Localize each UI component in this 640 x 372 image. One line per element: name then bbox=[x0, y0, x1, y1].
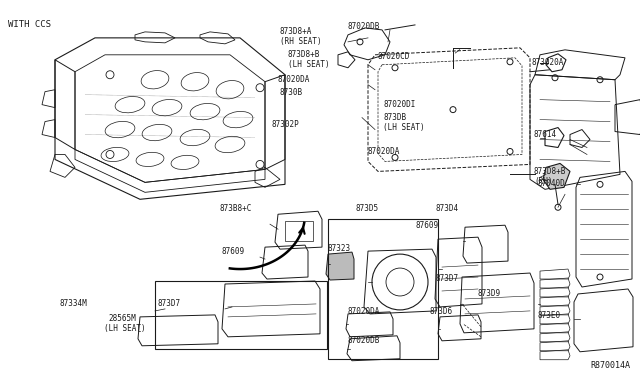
Text: 87609: 87609 bbox=[415, 221, 438, 230]
Bar bbox=[285, 221, 313, 241]
Text: (RH SEAT): (RH SEAT) bbox=[280, 37, 322, 46]
Text: 87614: 87614 bbox=[534, 129, 557, 138]
Text: 873E0: 873E0 bbox=[538, 311, 561, 320]
Bar bbox=[155, 281, 327, 349]
Text: 87020CD: 87020CD bbox=[378, 52, 410, 61]
Text: 873D8+B: 873D8+B bbox=[534, 167, 566, 176]
Text: 873D5: 873D5 bbox=[355, 204, 378, 213]
Polygon shape bbox=[326, 252, 354, 280]
Text: 873B8+C: 873B8+C bbox=[220, 204, 252, 213]
Text: (LH SEAT): (LH SEAT) bbox=[383, 122, 424, 132]
Text: 87302P: 87302P bbox=[272, 119, 300, 129]
Text: 87020DI: 87020DI bbox=[383, 100, 415, 109]
Bar bbox=[328, 219, 438, 359]
Text: 873D8+A: 873D8+A bbox=[280, 27, 312, 36]
Text: 873D4: 873D4 bbox=[435, 204, 458, 213]
Text: 873020A: 873020A bbox=[532, 58, 564, 67]
Text: 87020DA: 87020DA bbox=[278, 75, 310, 84]
Text: 873D9: 873D9 bbox=[478, 289, 501, 298]
Text: 87334M: 87334M bbox=[60, 299, 88, 308]
Text: R870014A: R870014A bbox=[590, 361, 630, 370]
Text: 87040D: 87040D bbox=[538, 179, 566, 188]
Polygon shape bbox=[543, 163, 570, 189]
Text: WITH CCS: WITH CCS bbox=[8, 20, 51, 29]
Text: 87020DB: 87020DB bbox=[347, 336, 380, 345]
Text: 87609: 87609 bbox=[222, 247, 245, 256]
Text: 873D6: 873D6 bbox=[430, 307, 453, 316]
Text: 87020DA: 87020DA bbox=[347, 307, 380, 316]
Text: 873D8+B: 873D8+B bbox=[288, 50, 321, 59]
Text: 873D7: 873D7 bbox=[158, 299, 181, 308]
Text: (LH SEAT): (LH SEAT) bbox=[104, 324, 146, 333]
Text: 87323: 87323 bbox=[328, 244, 351, 253]
Text: (LH SEAT): (LH SEAT) bbox=[288, 60, 330, 69]
Text: 87020DA: 87020DA bbox=[368, 147, 401, 157]
Text: 873D7: 873D7 bbox=[435, 274, 458, 283]
Text: 873DB: 873DB bbox=[383, 113, 406, 122]
Text: 87020DB: 87020DB bbox=[347, 22, 380, 31]
Text: (RH): (RH) bbox=[534, 177, 552, 186]
Text: 28565M: 28565M bbox=[108, 314, 136, 323]
Text: 8730B: 8730B bbox=[280, 88, 303, 97]
